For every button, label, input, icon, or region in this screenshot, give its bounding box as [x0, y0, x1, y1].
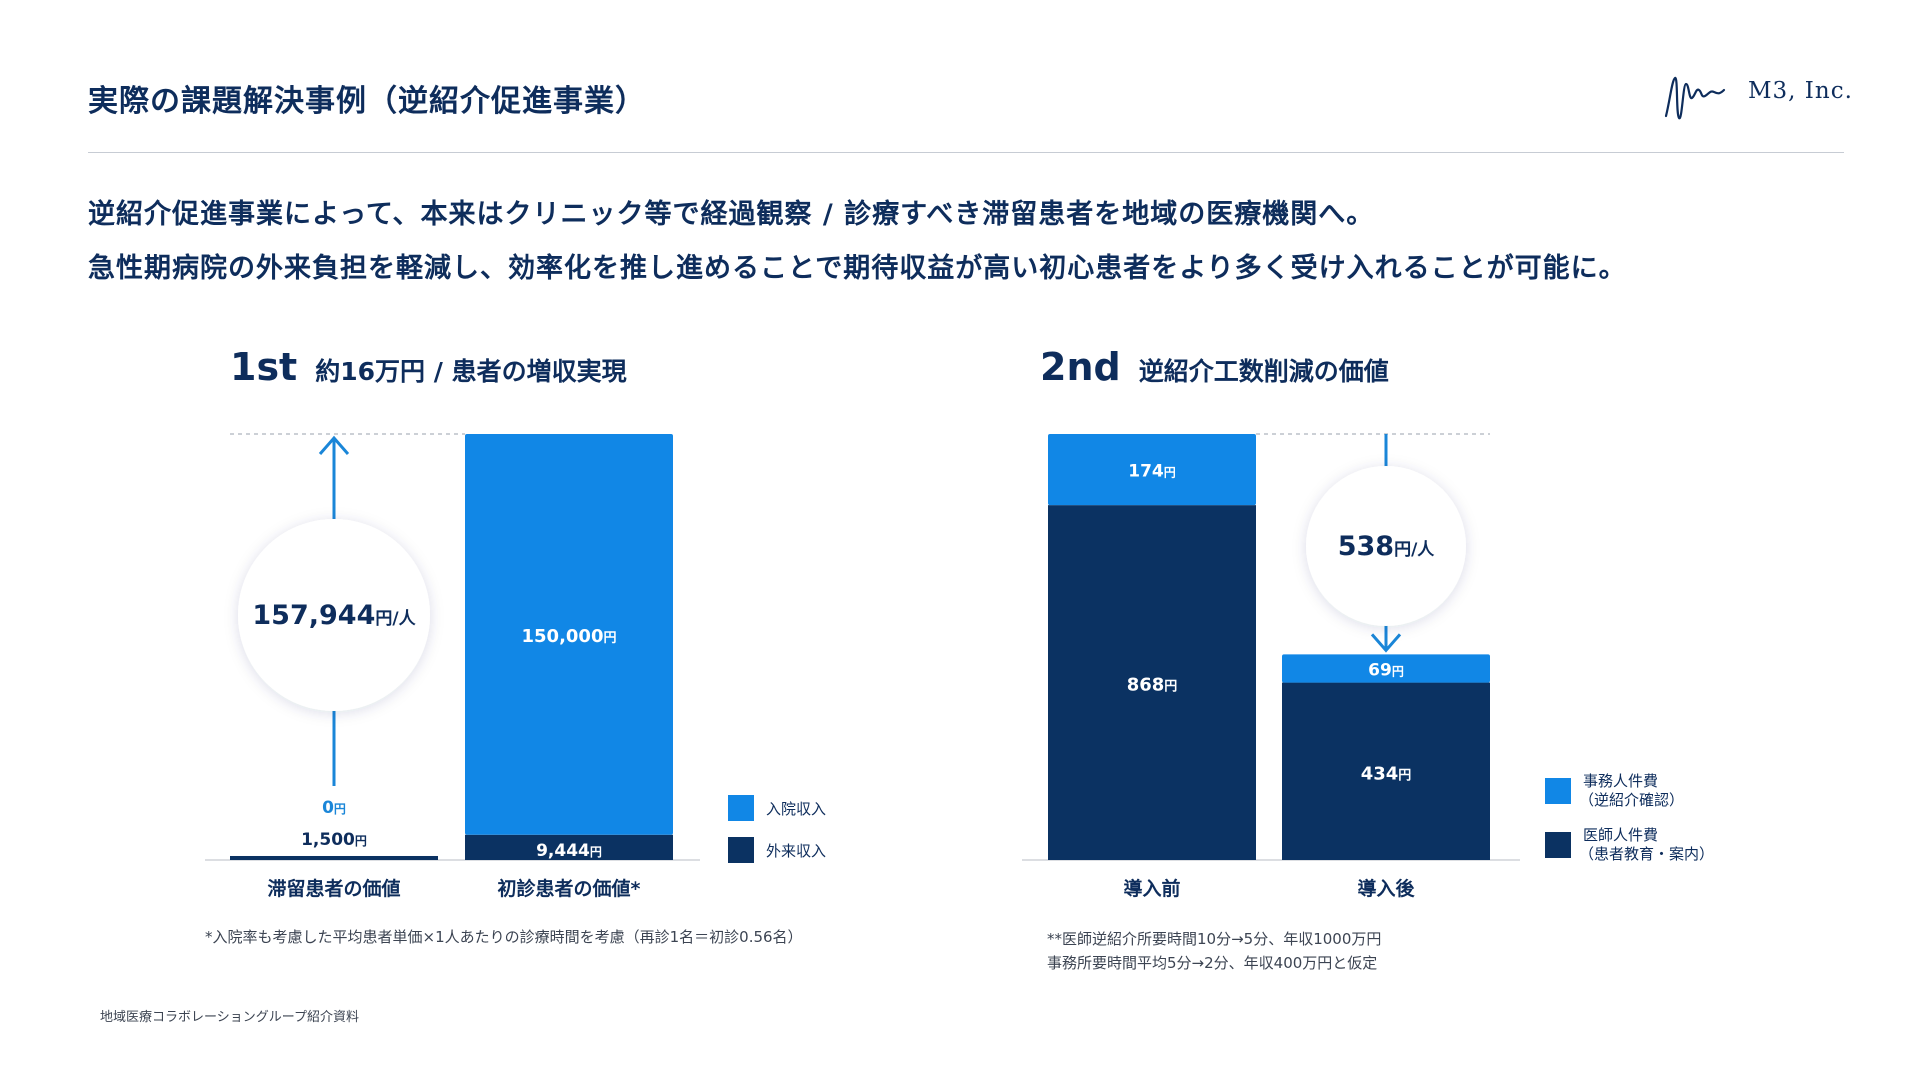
- chart1-callout-circle: [238, 519, 430, 711]
- lead-line-2: 急性期病院の外来負担を軽減し、効率化を推し進めることで期待収益が高い初心患者をよ…: [88, 253, 1627, 284]
- chart2-bar-1-doctor-label: 868円: [1127, 675, 1178, 696]
- lead-line-1: 逆紹介促進事業によって、本来はクリニック等で経過観察 / 診療すべき滞留患者を地…: [88, 199, 1375, 230]
- chart1-bar-2-inpatient-label: 150,000円: [522, 626, 617, 647]
- chart2-legend-swatch: [1545, 778, 1571, 804]
- chart1-bar-2-inpatient: [465, 434, 673, 835]
- page-title: 実際の課題解決事例（逆紹介促進事業）: [88, 84, 646, 119]
- chart2-bar-2-admin-cost: [1282, 654, 1490, 683]
- chart2-legend-label-line2: （逆紹介確認）: [1579, 791, 1684, 809]
- chart1-bar-1-inpatient-label: 0円: [322, 798, 346, 818]
- m3-logo-mark-icon: [1664, 76, 1726, 120]
- chart2-legend-swatch: [1545, 832, 1571, 858]
- source-note: 地域医療コラボレーショングループ紹介資料: [100, 1010, 359, 1025]
- chart1-callout-value: 157,944円/人: [252, 600, 416, 631]
- chart2-bar-2-doctor-cost: [1282, 682, 1490, 860]
- chart1-bar-2-outpatient-label: 9,444円: [536, 841, 602, 861]
- chart2-legend-label-line2: （患者教育・案内）: [1579, 845, 1714, 863]
- chart2-category-label: 導入後: [1357, 877, 1415, 900]
- chart1-legend-label: 外来収入: [766, 842, 826, 860]
- logo-text: M3, Inc.: [1748, 78, 1853, 104]
- chart1-category-label: 滞留患者の価値: [267, 877, 400, 900]
- chart2-footnote-line1: **医師逆紹介所要時間10分→5分、年収1000万円: [1047, 930, 1382, 948]
- chart2-arrow-down-icon: [1370, 633, 1402, 653]
- chart2-legend-label-line1: 医師人件費: [1583, 826, 1658, 844]
- chart1-heading-tag: 1st: [230, 345, 297, 389]
- chart2-legend-label-line1: 事務人件費: [1583, 772, 1658, 790]
- chart2-footnote-line2: 事務所要時間平均5分→2分、年収400万円と仮定: [1047, 954, 1378, 972]
- chart2-category-label: 導入前: [1123, 877, 1180, 900]
- chart2-heading-tag: 2nd: [1040, 345, 1121, 389]
- chart2-heading: 2nd 逆紹介工数削減の価値: [1040, 345, 1389, 389]
- chart1-bar-1-outpatient-label: 1,500円: [301, 830, 367, 850]
- chart2-bar-2-doctor-label: 434円: [1361, 763, 1412, 784]
- chart1-legend-label: 入院収入: [766, 800, 826, 818]
- chart2-bar-1-admin-label: 174円: [1128, 462, 1176, 482]
- chart2-callout-value: 538円/人: [1338, 531, 1436, 562]
- chart1-bar-2-outpatient: [465, 834, 673, 860]
- chart2-heading-text: 逆紹介工数削減の価値: [1139, 357, 1389, 386]
- chart1-legend-swatch: [728, 795, 754, 821]
- chart1-category-label: 初診患者の価値*: [498, 877, 641, 900]
- chart1-bar-1-outpatient: [230, 855, 438, 860]
- chart1-legend-swatch: [728, 837, 754, 863]
- chart2-bar-1-admin-cost: [1048, 434, 1256, 506]
- chart1-arrow-up-icon: [318, 435, 350, 455]
- chart1-heading: 1st 約16万円 / 患者の増収実現: [230, 345, 627, 389]
- m3-logo: M3, Inc.: [1664, 70, 1854, 126]
- header-divider: [88, 152, 1844, 153]
- chart2-bar-1-doctor-cost: [1048, 505, 1256, 860]
- chart1-footnote: *入院率も考慮した平均患者単価×1人あたりの診療時間を考慮（再診1名＝初診0.5…: [205, 928, 803, 946]
- chart2-bar-2-admin-label: 69円: [1368, 660, 1404, 680]
- chart2-callout-circle: [1306, 466, 1466, 626]
- chart1-heading-text: 約16万円 / 患者の増収実現: [315, 357, 626, 386]
